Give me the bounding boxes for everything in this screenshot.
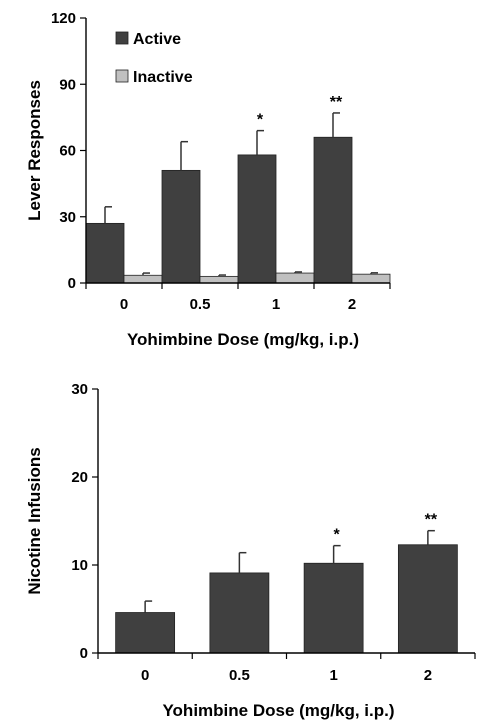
legend-label-inactive: Inactive [133,69,193,86]
bar-inactive-2 [275,272,315,284]
x-tick-label: 0 [141,667,149,684]
bar-series-0 [115,612,176,654]
bar-active-2 [237,154,277,284]
y-axis-label: Lever Responses [25,80,44,221]
y-tick-label: 120 [51,10,76,27]
bar-inactive-3 [351,273,391,284]
y-tick-label: 60 [59,143,76,160]
y-tick-label: 20 [71,469,88,486]
legend-label-active: Active [133,31,181,48]
significance-label: * [334,527,341,544]
x-tick-label: 1 [272,296,280,313]
x-tick-label: 1 [329,667,337,684]
x-axis-label: Yohimbine Dose (mg/kg, i.p.) [162,701,394,720]
y-axis-label: Nicotine Infusions [25,447,44,594]
legend-swatch-inactive [115,69,129,83]
x-tick-label: 2 [424,667,432,684]
lever-responses-chart: 0 0.5 * 1 ** 2 0 30 60 90 120 Yohimbine Dose (mg/kg… [25,10,391,349]
y-tick-label: 10 [71,557,88,574]
y-tick-label: 30 [59,209,76,226]
bar-active-1 [161,169,201,284]
x-tick-label: 0 [120,296,128,313]
significance-label: ** [425,512,438,529]
bar-series-3 [397,544,458,654]
x-axis-label: Yohimbine Dose (mg/kg, i.p.) [127,330,359,349]
bar-series-1 [209,572,270,654]
bar-active-0 [85,222,125,284]
y-tick-label: 0 [80,645,88,662]
y-tick-label: 30 [71,381,88,398]
x-tick-label: 0.5 [229,667,250,684]
bar-inactive-0 [123,274,163,284]
significance-label: * [257,112,264,129]
bar-active-3 [313,136,353,284]
bar-inactive-1 [199,275,239,284]
x-tick-label: 0.5 [190,296,211,313]
legend-swatch-active [115,31,129,45]
bar-series-2 [303,562,364,654]
y-tick-label: 90 [59,76,76,93]
significance-label: ** [330,94,343,111]
y-tick-label: 0 [68,275,76,292]
x-tick-label: 2 [348,296,356,313]
